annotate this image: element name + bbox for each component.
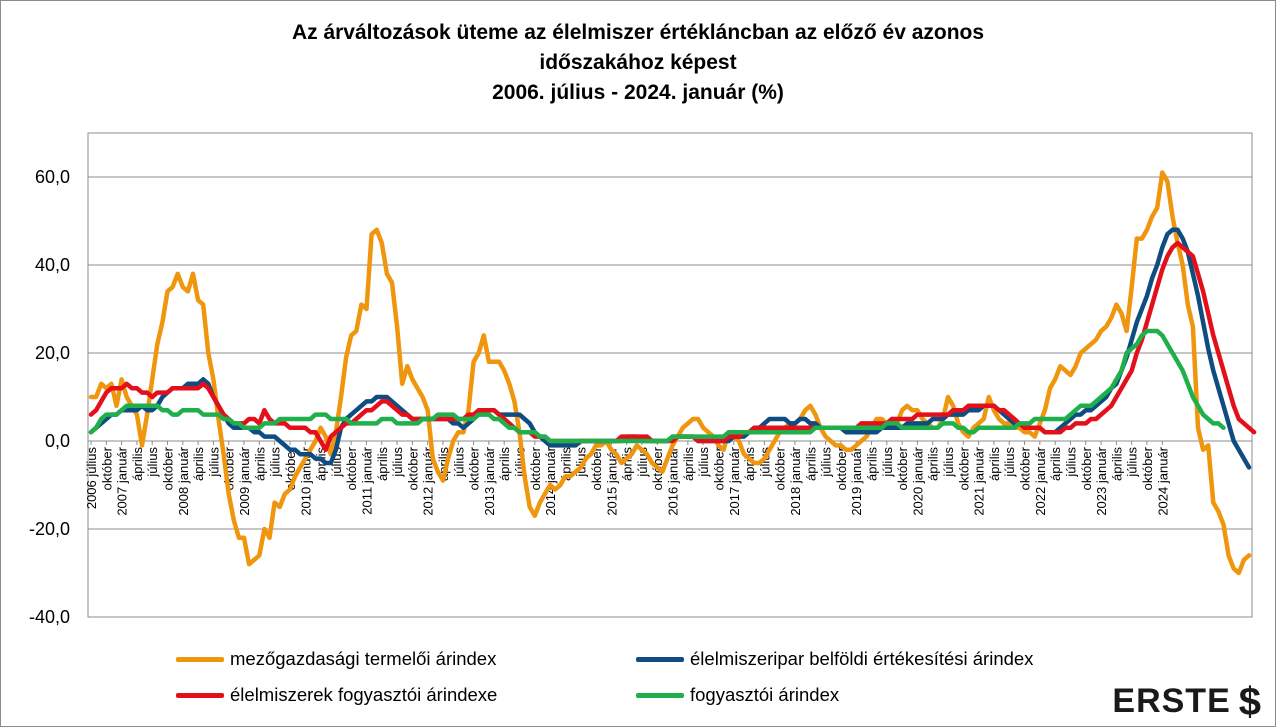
title-line-3: 2006. július - 2024. január (%) [492,81,784,104]
x-tick-label: 2024 január [1155,446,1170,515]
erste-logo: ERSTE $ [1112,679,1262,724]
x-tick-label: október [1079,446,1094,490]
x-tick-label: 2015 január [604,446,619,515]
x-tick-label: április [314,447,329,481]
x-tick-label: július [268,447,283,478]
x-tick-label: október [1018,446,1033,490]
x-tick-label: 2007 január [115,446,130,515]
title-line-2: időszakához képest [539,51,737,74]
y-tick-label: 0,0 [45,431,70,451]
x-tick-label: április [375,447,390,481]
x-tick-label: április [987,447,1002,481]
x-tick-label: április [1048,447,1063,481]
x-tick-label: július [941,447,956,478]
x-tick-label: október [895,446,910,490]
series-line-2 [88,240,1257,453]
x-tick-label: április [681,447,696,481]
x-tick-label: július [696,447,711,478]
x-tick-label: július [1002,447,1017,478]
x-tick-label: 2009 január [237,446,252,515]
y-tick-label: 20,0 [35,343,70,363]
x-tick-label: 2017 január [727,446,742,515]
x-tick-label: április [865,447,880,481]
series-line-3 [88,328,1226,444]
y-tick-label: 60,0 [35,167,70,187]
x-tick-label: október [99,446,114,490]
x-tick-label: október [344,446,359,490]
logo-text: ERSTE [1112,682,1231,720]
y-tick-label: 40,0 [35,255,70,275]
x-tick-label: 2020 január [910,446,925,515]
x-tick-label: július [1063,447,1078,478]
x-tick-label: április [130,447,145,481]
x-tick-label: április [252,447,267,481]
x-tick-label: 2013 január [482,446,497,515]
x-tick-label: 2016 január [666,446,681,515]
x-tick-label: április [803,447,818,481]
x-tick-label: 2018 január [788,446,803,515]
x-tick-label: április [926,447,941,481]
x-tick-label: 2021 január [972,446,987,515]
x-tick-label: július [880,447,895,478]
x-tick-label: 2014 január [543,446,558,515]
x-tick-label: október [711,446,726,490]
x-tick-label: 2012 január [421,446,436,515]
x-tick-label: október [834,446,849,490]
title-line-1: Az árváltozások üteme az élelmiszer érté… [291,21,985,44]
y-tick-label: -20,0 [29,519,70,539]
x-tick-label: április [497,447,512,481]
x-tick-label: október [528,446,543,490]
x-tick-label: július [390,447,405,478]
x-tick-label: 2006 július [84,447,99,510]
x-tick-label: október [589,446,604,490]
x-tick-label: április [1109,447,1124,481]
x-tick-label: október [773,446,788,490]
x-tick-label: július [819,447,834,478]
x-tick-label: július [145,447,160,478]
x-tick-label: április [558,447,573,481]
logo-mark-icon: $ [1238,679,1262,724]
x-tick-label: július [1125,447,1140,478]
x-tick-label: április [191,447,206,481]
x-tick-label: 2019 január [849,446,864,515]
x-tick-label: október [1140,446,1155,490]
x-tick-label: 2011 január [359,446,374,514]
x-tick-label: október [467,446,482,490]
x-tick-label: 2022 január [1033,446,1048,515]
y-tick-label: -40,0 [29,607,70,627]
series-line-0 [88,170,1252,576]
x-tick-label: július [451,447,466,478]
x-tick-label: október [956,446,971,490]
chart-title: Az árváltozások üteme az élelmiszer érté… [0,18,1276,108]
x-tick-label: október [405,446,420,490]
x-tick-label: 2008 január [176,446,191,515]
x-tick-label: október [161,446,176,490]
x-tick-label: július [206,447,221,478]
x-tick-label: 2023 január [1094,446,1109,515]
